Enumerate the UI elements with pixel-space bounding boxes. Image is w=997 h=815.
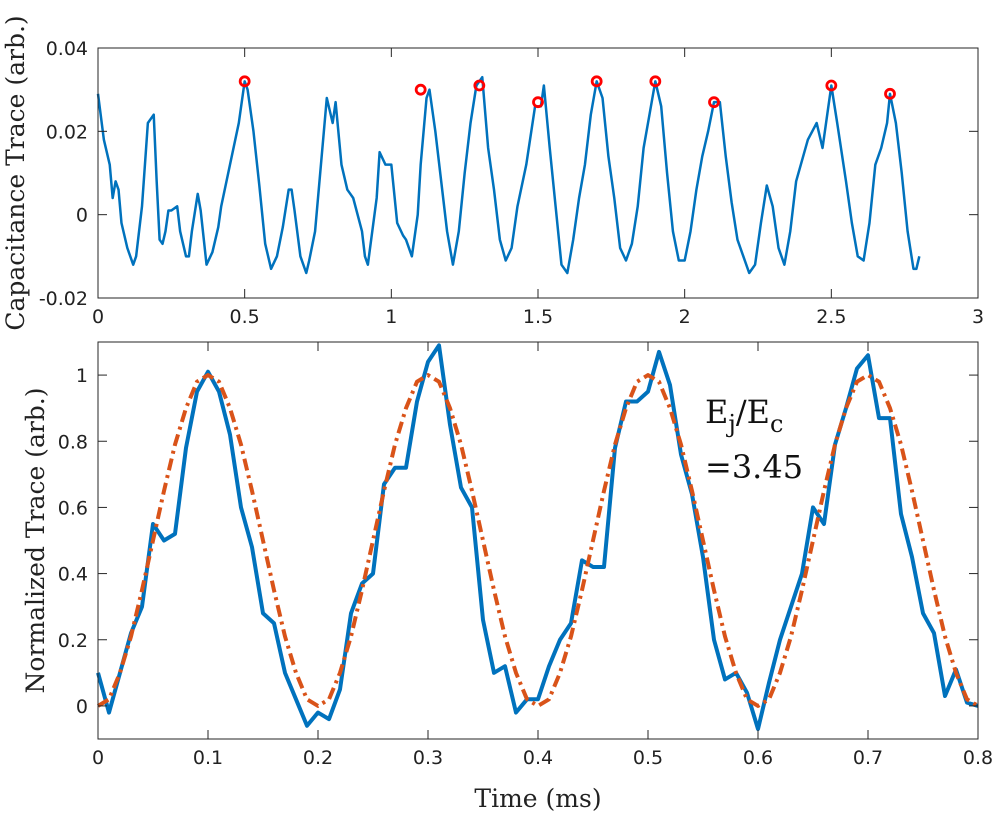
peak-marker [708, 96, 720, 109]
x-tick-label: 2 [679, 306, 691, 328]
x-tick-label: 0.2 [303, 747, 333, 769]
x-tick-label: 0.8 [963, 747, 993, 769]
x-tick-label: 0.7 [853, 747, 883, 769]
peak-marker [473, 79, 486, 92]
x-tick-label: 1.5 [523, 306, 553, 328]
data-line [96, 75, 921, 275]
x-axis-label: Time (ms) [474, 784, 601, 813]
peak-marker [649, 75, 662, 88]
x-tick-label: 0.5 [230, 306, 260, 328]
y-tick-label: 0.02 [46, 121, 88, 143]
y-axis-label: Capacitance Trace (arb.) [1, 15, 30, 330]
x-tick-label: 0 [92, 306, 104, 328]
x-tick-label: 1 [385, 306, 397, 328]
data-line [96, 373, 980, 708]
y-axis-label: Normalized Trace (arb.) [21, 388, 50, 694]
annotation: Ej/Ec [705, 393, 783, 438]
y-tick-label: 0 [76, 205, 88, 227]
x-tick-label: 0.6 [743, 747, 773, 769]
y-tick-label: 0.04 [46, 38, 88, 60]
x-tick-label: 0.1 [193, 747, 223, 769]
peak-marker [532, 96, 544, 109]
x-tick-label: 0 [92, 747, 104, 769]
y-tick-label: 0 [76, 696, 88, 718]
x-tick-label: 2.5 [816, 306, 846, 328]
y-tick-label: -0.02 [39, 288, 88, 310]
x-tick-label: 0.4 [523, 747, 553, 769]
annotation-text: E [705, 393, 728, 431]
y-tick-label: 0.4 [58, 564, 88, 586]
y-tick-label: 0.8 [58, 431, 88, 453]
peak-marker [414, 83, 427, 96]
plot-area [98, 342, 978, 739]
peak-marker [884, 87, 896, 100]
annotation: =3.45 [705, 448, 803, 486]
peak-marker [825, 79, 838, 92]
annotation-subscript: j [725, 410, 735, 438]
y-tick-label: 0.2 [58, 630, 88, 652]
y-tick-label: 1 [76, 365, 88, 387]
annotation-subscript: c [770, 410, 783, 438]
x-tick-label: 0.3 [413, 747, 443, 769]
x-tick-label: 3 [972, 306, 984, 328]
y-tick-label: 0.6 [58, 497, 88, 519]
x-tick-label: 0.5 [633, 747, 663, 769]
data-line [96, 343, 979, 732]
peak-marker [238, 75, 251, 88]
peak-marker [590, 75, 603, 88]
annotation-text: /E [736, 393, 770, 431]
